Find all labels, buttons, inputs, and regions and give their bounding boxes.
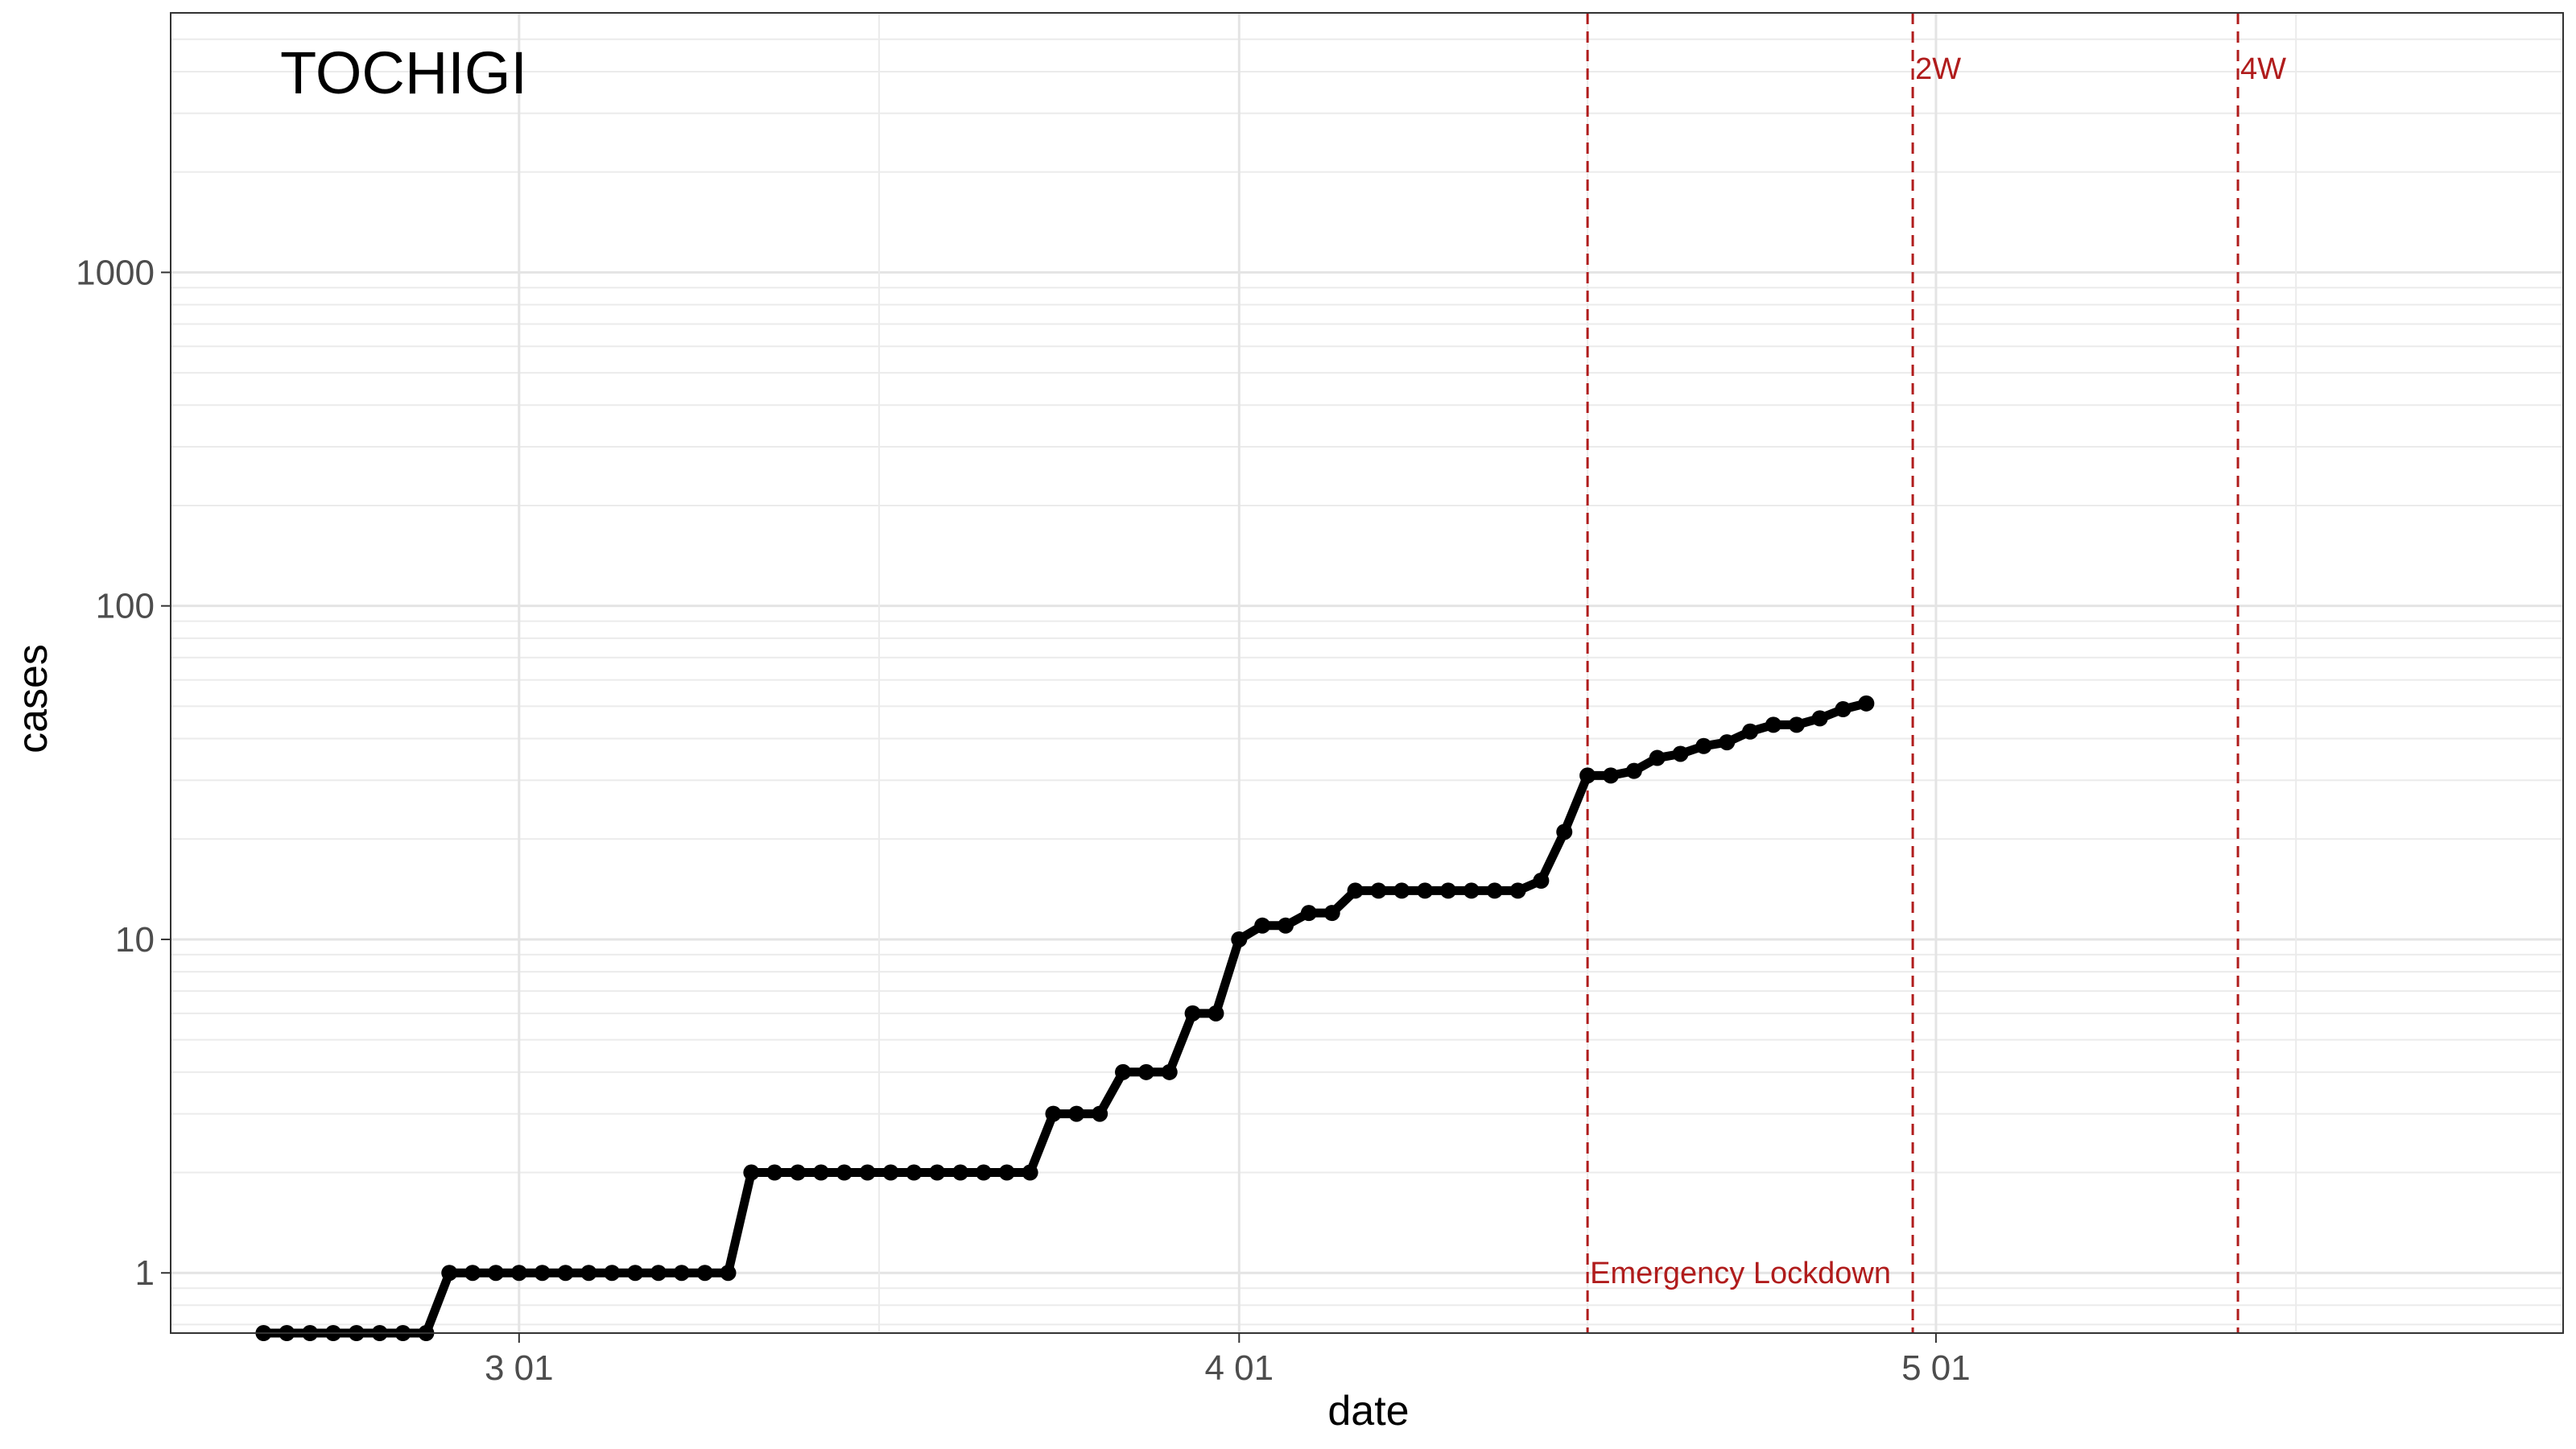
data-point — [1811, 710, 1828, 727]
data-point — [487, 1265, 504, 1282]
data-point — [998, 1164, 1015, 1181]
data-point — [696, 1265, 713, 1282]
data-point — [1161, 1063, 1178, 1080]
data-point — [1486, 882, 1503, 899]
data-point — [1300, 905, 1317, 922]
data-point — [534, 1265, 551, 1282]
data-point — [1184, 1005, 1201, 1022]
data-point — [1417, 882, 1434, 899]
data-point — [1092, 1105, 1108, 1122]
data-point — [627, 1265, 644, 1282]
plot-background — [171, 13, 2563, 1333]
data-point — [1463, 882, 1480, 899]
chart-title: TOCHIGI — [280, 39, 527, 106]
data-point — [580, 1265, 597, 1282]
data-point — [812, 1164, 829, 1181]
data-point — [441, 1265, 458, 1282]
y-axis-title: cases — [10, 644, 56, 753]
data-point — [1625, 762, 1642, 779]
data-point — [1393, 882, 1410, 899]
x-axis: 3 01 4 01 5 01 — [485, 1333, 1971, 1388]
data-point — [1835, 701, 1852, 718]
data-point — [1672, 745, 1689, 762]
reference-line-label: 4W — [2240, 52, 2286, 86]
data-point — [743, 1164, 760, 1181]
data-point — [1509, 882, 1526, 899]
data-point — [1254, 917, 1271, 934]
series-layer — [255, 695, 1875, 1341]
data-point — [1208, 1005, 1224, 1022]
data-point — [1045, 1105, 1062, 1122]
reference-lines: Emergency Lockdown 2W 4W — [1586, 13, 2286, 1333]
x-tick-label: 4 01 — [1204, 1348, 1274, 1388]
data-point — [1347, 882, 1364, 899]
y-tick-label: 100 — [96, 587, 155, 626]
data-point — [1115, 1063, 1132, 1080]
data-point — [604, 1265, 621, 1282]
data-point — [1765, 716, 1781, 733]
data-point — [836, 1164, 852, 1181]
data-point — [1788, 716, 1805, 733]
data-point — [1439, 882, 1456, 899]
y-tick-label: 10 — [115, 920, 155, 960]
data-point — [1231, 931, 1248, 947]
data-point — [1137, 1063, 1154, 1080]
data-point — [1649, 749, 1666, 766]
data-point — [1579, 767, 1596, 784]
data-point — [673, 1265, 690, 1282]
data-point — [1370, 882, 1387, 899]
data-point — [1695, 737, 1712, 754]
data-point — [1533, 872, 1550, 889]
data-point — [859, 1164, 876, 1181]
x-tick-label: 5 01 — [1901, 1348, 1971, 1388]
plot-border — [170, 12, 2564, 1334]
reference-line-label: 2W — [1915, 52, 1961, 86]
data-point — [906, 1164, 923, 1181]
data-point — [464, 1265, 481, 1282]
x-axis-title: date — [1327, 1388, 1409, 1435]
data-point — [1742, 723, 1759, 740]
data-point — [766, 1164, 783, 1181]
data-point — [720, 1265, 737, 1282]
data-point — [650, 1265, 667, 1282]
data-point — [1278, 917, 1294, 934]
data-point — [1022, 1164, 1038, 1181]
data-point — [1719, 734, 1736, 751]
data-point — [975, 1164, 992, 1181]
data-point — [790, 1164, 807, 1181]
data-point — [1858, 695, 1875, 712]
data-point — [929, 1164, 946, 1181]
data-point — [1323, 905, 1340, 922]
data-point — [952, 1164, 969, 1181]
x-tick-label: 3 01 — [485, 1348, 554, 1388]
y-axis: 1 10 100 1000 — [76, 253, 171, 1293]
y-tick-label: 1000 — [76, 253, 155, 292]
data-point — [882, 1164, 899, 1181]
data-point — [1602, 767, 1619, 784]
y-tick-label: 1 — [135, 1253, 155, 1293]
data-point — [510, 1265, 527, 1282]
data-point — [1556, 824, 1573, 840]
reference-line-label: Emergency Lockdown — [1590, 1257, 1891, 1290]
data-point — [1068, 1105, 1085, 1122]
data-point — [557, 1265, 574, 1282]
series-line — [258, 699, 1871, 1338]
